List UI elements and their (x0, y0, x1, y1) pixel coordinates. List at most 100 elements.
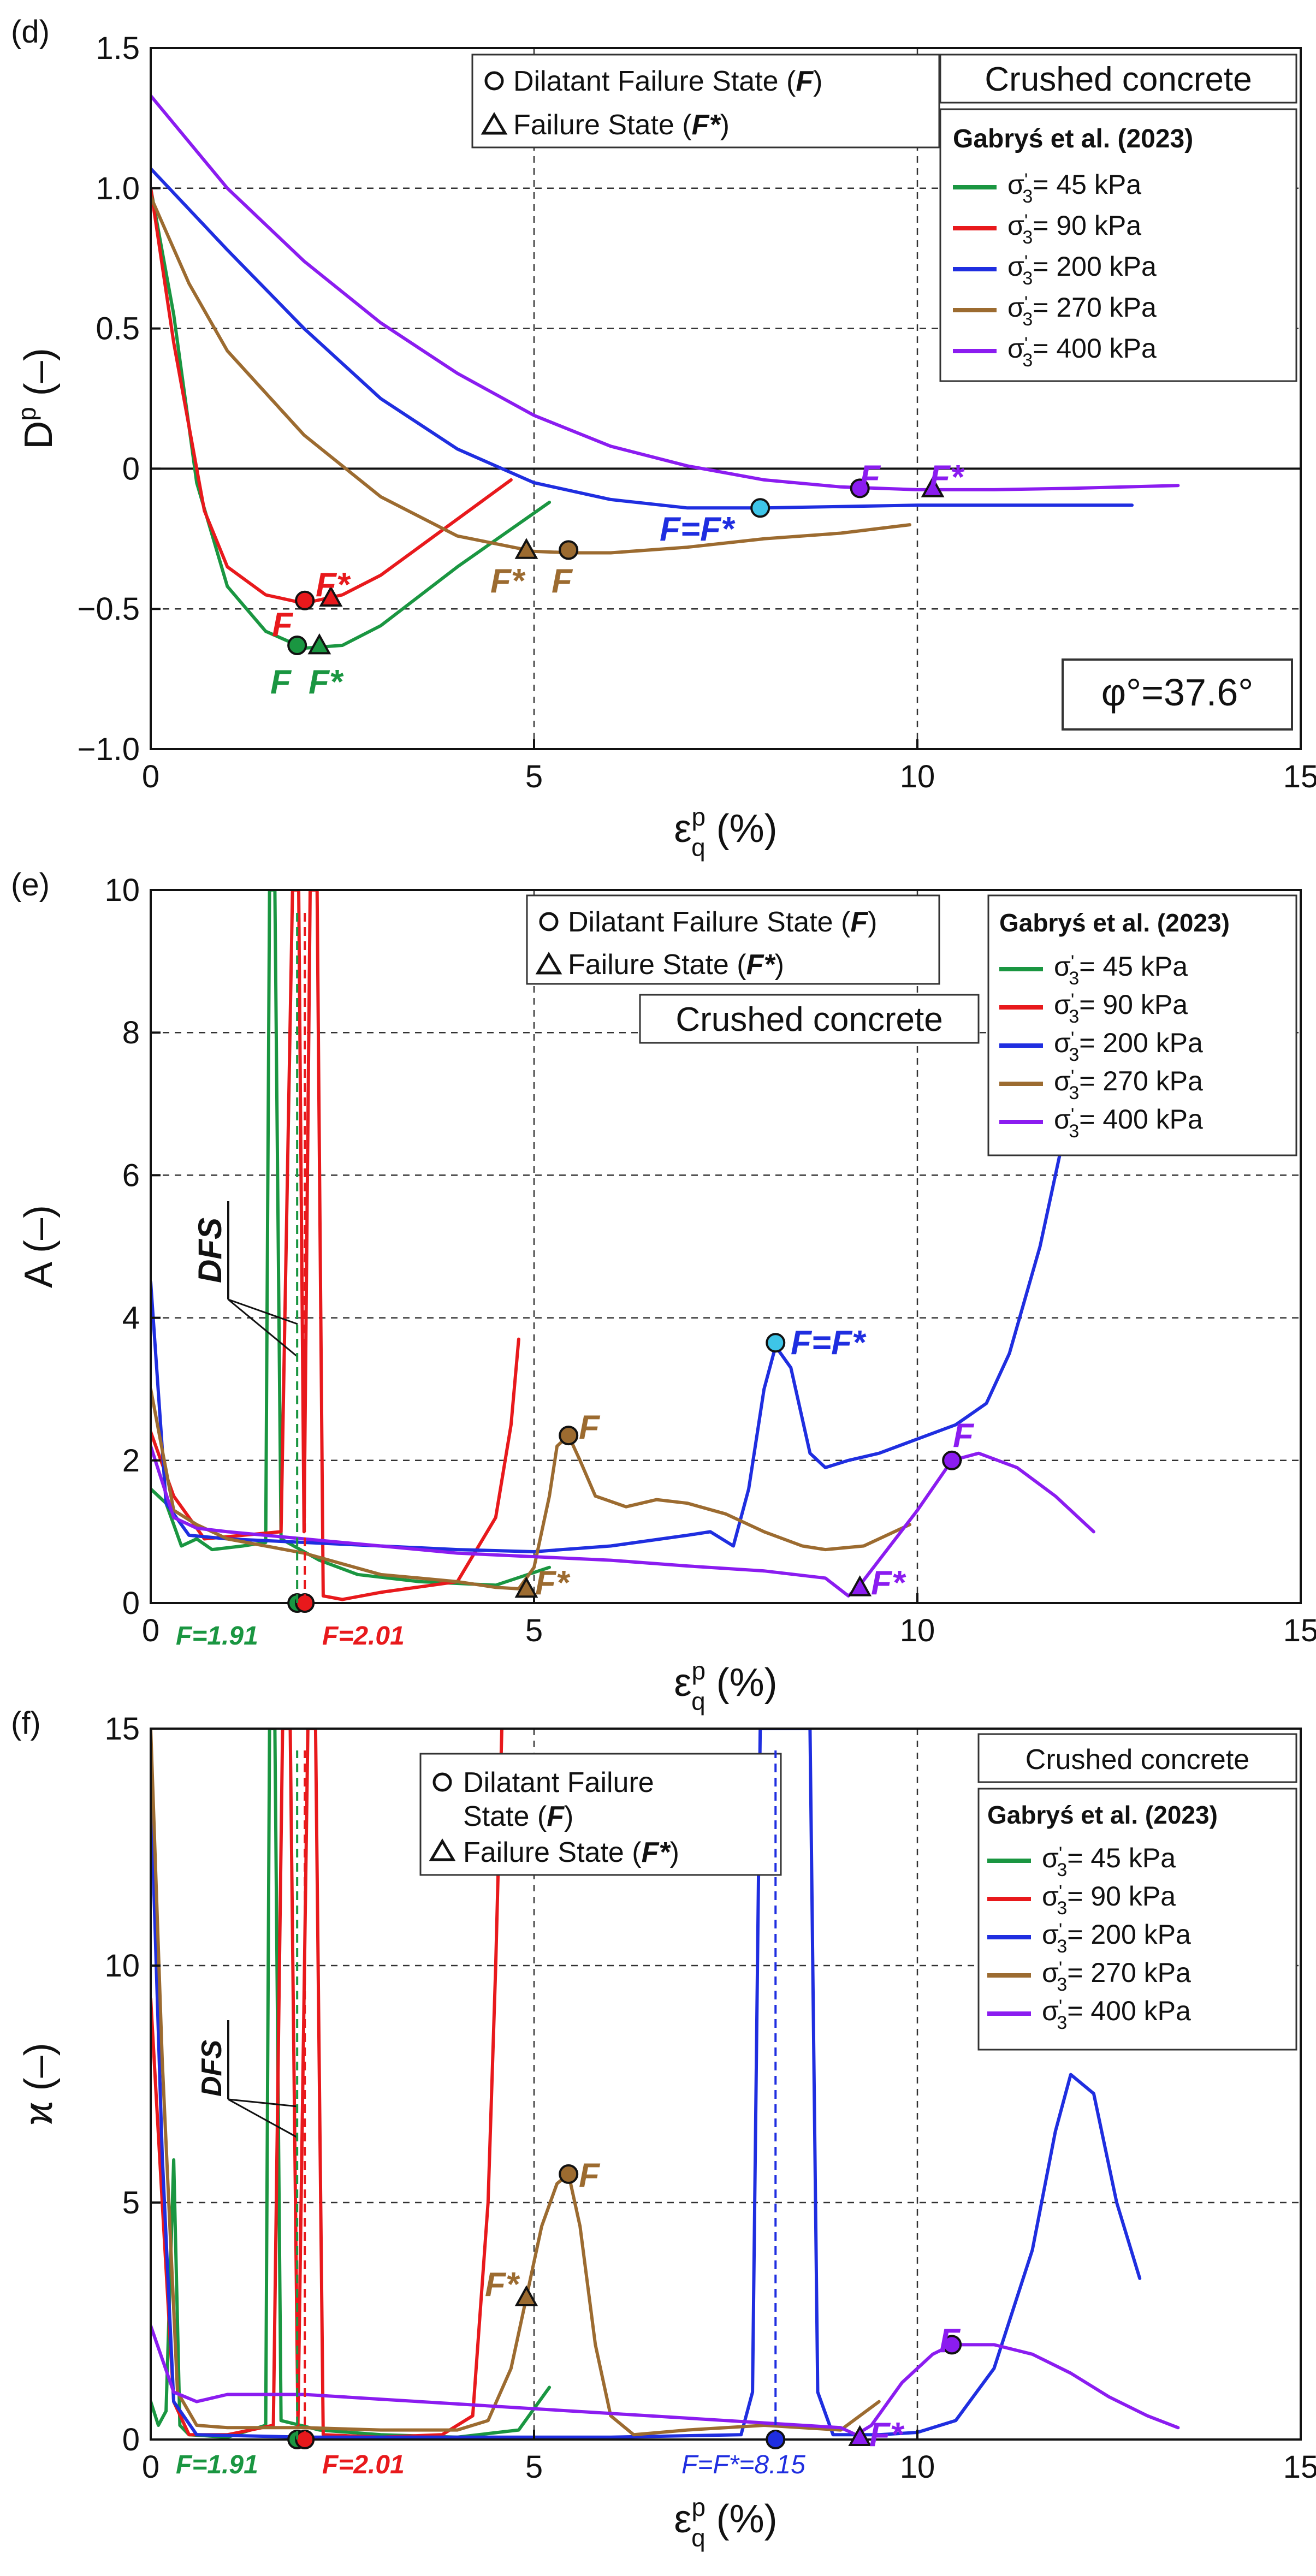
marker-circle-3-1 (559, 540, 579, 560)
x-label-sub: q (691, 2524, 706, 2552)
y-tick-label-5: 1.5 (96, 31, 140, 66)
legend-value: = 90 kPa (1033, 210, 1141, 241)
legend-value: = 45 kPa (1067, 1843, 1176, 1873)
prime: ' (1059, 1920, 1063, 1940)
legend-triangle-icon (535, 952, 562, 975)
sigma: σ (1007, 292, 1024, 323)
panel-label: (d) (11, 14, 50, 50)
legend-label-3: σ' 3= 270 kPa (1054, 1066, 1203, 1103)
f-annotation-45: F=1.91 (176, 2450, 258, 2479)
sub3: 3 (1057, 1936, 1067, 1957)
legend-title: Gabryś et al. (2023) (999, 909, 1230, 937)
marker-legend-box (419, 1753, 782, 1876)
y-axis-label: Dp (–) (13, 348, 61, 449)
f-annotation-200: F=F*=8.15 (681, 2450, 805, 2479)
prime: ' (1071, 990, 1075, 1011)
c: ) (868, 906, 877, 938)
x-tick-label-0: 0 (142, 1613, 159, 1648)
sigma: σ (1042, 1996, 1059, 2026)
y-tick-label-0: 0 (122, 2422, 140, 2458)
legend-value: = 270 kPa (1079, 1066, 1203, 1096)
marker-triangle-4-1 (848, 1575, 872, 1596)
x-label-sup: p (691, 1657, 706, 1685)
legend-label-0: σ' 3= 45 kPa (1042, 1843, 1176, 1880)
sub3: 3 (1022, 309, 1033, 330)
legend-label-3: σ' 3= 270 kPa (1042, 1957, 1191, 1995)
legend-label-2: σ' 3= 200 kPa (1007, 251, 1157, 289)
sigma: σ (1042, 1957, 1059, 1988)
marker-triangle-3-1 (514, 2285, 538, 2306)
x-label-epsilon: ε (674, 2497, 691, 2541)
x-tick-label-1: 5 (525, 759, 543, 794)
legend-triangle-icon (481, 112, 508, 135)
legend-label-4: σ' 3= 400 kPa (1054, 1104, 1203, 1142)
sigma: σ (1054, 989, 1071, 1020)
panel-d: (d)0 5 10 15−1.0−0.500.51.01.5εp q (%)Dp (–)… (11, 14, 1316, 862)
c: ) (564, 1801, 573, 1832)
legend-dfs-text-2: State (F) (463, 1801, 573, 1832)
y-tick-label-4: 8 (122, 1015, 140, 1050)
sigma: σ (1054, 951, 1071, 982)
sub3: 3 (1069, 1083, 1079, 1103)
material-box (977, 1733, 1297, 1783)
sigma: σ (1007, 333, 1024, 364)
series-line-2 (151, 1729, 1142, 2439)
y-tick-label-2: 10 (104, 1948, 140, 1984)
x-label-unit: (%) (706, 1661, 778, 1705)
series-line-4 (151, 94, 1180, 491)
marker-circle-4-0 (942, 2335, 962, 2355)
sub3: 3 (1069, 1121, 1079, 1142)
marker-triangle-3-0 (514, 538, 538, 559)
label-FF-200: F=F* (791, 1324, 867, 1362)
legend-value: = 400 kPa (1079, 1104, 1203, 1135)
legend-circle-icon (539, 912, 559, 931)
legend-label-1: σ' 3= 90 kPa (1042, 1881, 1176, 1919)
c: ) (775, 949, 784, 981)
y-tick-label-1: −0.5 (78, 591, 140, 627)
legend-value: = 200 kPa (1067, 1919, 1191, 1950)
label-Fstar-45: F* (309, 663, 344, 701)
label-Fstar-400: F* (871, 1564, 906, 1602)
legend-value: = 270 kPa (1067, 1957, 1191, 1988)
panel-e: (e) 0 5 10 15 0 2 4 6 8 10 εp q (%) A (–) Dilatant Fai… (11, 867, 1316, 1716)
series-line-1 (151, 1729, 503, 2439)
legend-value: = 400 kPa (1067, 1996, 1191, 2026)
series-legend-box (977, 1788, 1297, 2051)
label-Fstar-270: F* (490, 562, 526, 600)
x-tick-label-1: 5 (525, 2449, 543, 2485)
x-tick-label-3: 15 (1283, 1613, 1316, 1648)
s: F* (642, 1837, 672, 1868)
phi-box (1062, 658, 1293, 731)
prime: ' (1024, 334, 1028, 354)
t: Failure State ( (463, 1837, 642, 1868)
c: ) (813, 66, 822, 97)
s: F (547, 1801, 565, 1832)
dfs-label: DFS (192, 1218, 228, 1283)
series-line-0 (151, 186, 552, 650)
legend-fs-text: Failure State (F*) (568, 949, 784, 981)
legend-dfs-text: Dilatant Failure State (F) (568, 906, 877, 938)
sigma: σ (1042, 1843, 1059, 1873)
sub3: 3 (1022, 268, 1033, 289)
s: F* (746, 949, 776, 981)
s: F* (692, 109, 722, 141)
legend-value: = 400 kPa (1033, 333, 1157, 364)
y-tick-label-2: 0 (122, 451, 140, 486)
x-label-epsilon: ε (674, 807, 691, 851)
label-Fstar-90: F* (316, 566, 351, 604)
material-box-text: Crushed concrete (985, 61, 1252, 98)
x-label-epsilon: ε (674, 1661, 691, 1705)
f-annotation-90: F=2.01 (322, 2450, 405, 2479)
marker-legend-box (471, 54, 940, 149)
legend-value: = 200 kPa (1079, 1028, 1203, 1058)
series-line-2 (151, 167, 1134, 510)
x-label-sub: q (691, 1687, 706, 1716)
series-line-4 (151, 1444, 1095, 1598)
dfs-arrow-1 (228, 2098, 298, 2108)
y-tick-label-2: 4 (122, 1301, 140, 1336)
y-label-main: A (17, 1262, 61, 1288)
series-group (151, 1729, 1180, 2439)
label-F-270: F (552, 562, 573, 600)
sigma: σ (1007, 251, 1024, 282)
prime: ' (1059, 1958, 1063, 1979)
